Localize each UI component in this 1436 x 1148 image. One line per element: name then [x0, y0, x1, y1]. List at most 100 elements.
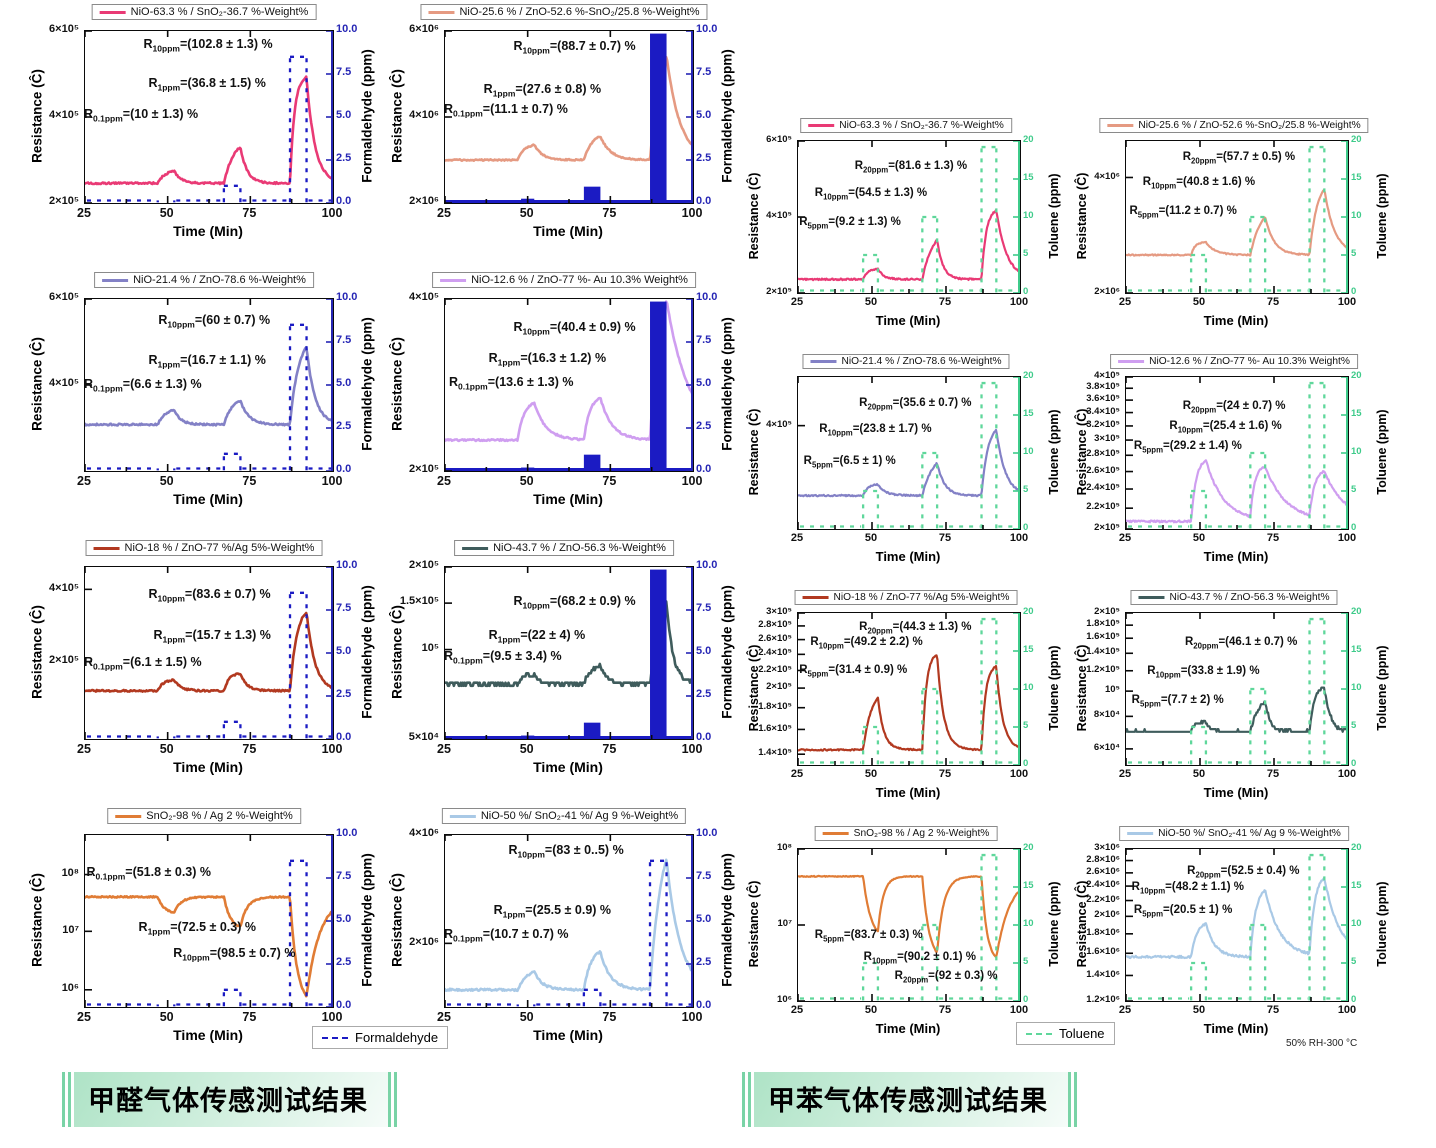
plot-area[interactable] — [444, 834, 694, 1008]
sensor-curve-svg — [798, 377, 1020, 529]
x-axis-title: Time (Min) — [533, 491, 603, 507]
sensor-response-curve — [798, 874, 1020, 959]
x-axis-tick-label: 75 — [242, 1010, 257, 1024]
response-annotation: R5ppm=(11.2 ± 0.7) % — [1129, 205, 1237, 220]
plot-area[interactable] — [444, 30, 694, 204]
x-axis-tick-label: 50 — [1192, 768, 1206, 780]
plot-area[interactable] — [1125, 612, 1349, 766]
plot-area[interactable] — [84, 30, 334, 204]
plot-area[interactable] — [444, 566, 694, 740]
plot-toluene-4: NiO-12.6 % / ZnO-77 %- Au 10.3% Weight% 4… — [1073, 354, 1395, 624]
y-axis-title: Resistance (Ĉ) — [389, 337, 405, 431]
gas-pulse-bar — [650, 33, 667, 203]
plot-area[interactable] — [797, 612, 1021, 766]
x-axis-tick-label: 100 — [321, 206, 343, 220]
right-axis-tick-label: 0.0 — [336, 195, 352, 208]
caption-toluene-text: 甲苯气体传感测试结果 — [754, 1072, 1068, 1127]
right-axis-tick-label: 10.0 — [696, 23, 718, 36]
right-axis-tick-label: 0 — [1351, 286, 1357, 298]
right-axis-tick-label: 5 — [1023, 248, 1029, 260]
legend-line-icon — [1127, 832, 1154, 835]
plot-area[interactable] — [84, 566, 334, 740]
y-axis-tick-label: 2×10⁵ — [409, 559, 439, 572]
caption-bar-icon — [388, 1072, 391, 1127]
formaldehyde-dash-icon — [322, 1036, 348, 1039]
right-axis-tick-label: 5.0 — [336, 109, 352, 122]
y-axis-tick-label: 3×10⁵ — [766, 606, 792, 618]
x-axis-tick-label: 75 — [602, 206, 617, 220]
caption-bar-icon — [68, 1072, 71, 1127]
right-axis-title: Toluene (ppm) — [1047, 645, 1061, 731]
x-axis-tick-label: 100 — [1009, 532, 1029, 544]
response-annotation: R1ppm=(36.8 ± 1.5) % — [148, 76, 266, 93]
x-axis-tick-label: 100 — [681, 474, 703, 488]
response-annotation: R1ppm=(72.5 ± 0.3) % — [138, 920, 256, 937]
x-axis-tick-label: 50 — [1192, 296, 1206, 308]
x-axis-tick-label: 100 — [1009, 768, 1029, 780]
plot-formaldehyde-4: NiO-12.6 % / ZnO-77 %- Au 10.3% Weight% 4… — [388, 272, 740, 574]
plot-area[interactable] — [797, 140, 1021, 294]
right-axis-tick-label: 0 — [1023, 522, 1029, 534]
legend-label: NiO-43.7 % / ZnO-56.3 %-Weight% — [493, 542, 666, 554]
x-axis-tick-label: 75 — [1266, 768, 1280, 780]
right-axis-tick-label: 0.0 — [696, 463, 712, 476]
y-axis-tick-label: 5×10⁴ — [408, 731, 439, 744]
x-axis-tick-label: 50 — [159, 1010, 174, 1024]
response-annotation: R10ppm=(102.8 ± 1.3) % — [143, 36, 273, 54]
legend-line-icon — [808, 124, 835, 127]
y-axis-title: Resistance (Ĉ) — [1075, 172, 1089, 260]
x-axis-tick-label: 50 — [519, 474, 534, 488]
formaldehyde-plot-group: NiO-63.3 % / SnO₂-36.7 %-Weight% 6×10⁵ 4×1… — [28, 4, 740, 1110]
right-axis-tick-label: 5 — [1351, 720, 1357, 732]
caption-bar-icon — [748, 1072, 751, 1127]
right-axis-tick-label: 20 — [1351, 842, 1362, 854]
plot-area[interactable] — [1125, 376, 1349, 530]
right-axis-tick-label: 0.0 — [696, 731, 712, 744]
plot-formaldehyde-2: NiO-25.6 % / ZnO-52.6 %-SnO₂/25.8 %-Weig… — [388, 4, 740, 306]
x-axis-tick-label: 50 — [519, 206, 534, 220]
y-axis-title: Resistance (Ĉ) — [29, 605, 45, 699]
right-axis-tick-label: 7.5 — [336, 602, 352, 615]
x-axis-tick-label: 25 — [437, 206, 451, 220]
response-annotation: R10ppm=(88.7 ± 0.7) % — [513, 38, 636, 56]
sensor-curve-svg — [445, 567, 693, 739]
gas-pulse-bar — [583, 454, 601, 471]
sensor-response-curve — [798, 654, 1020, 752]
right-axis-tick-label: 10.0 — [696, 827, 718, 840]
plot-area[interactable] — [1125, 848, 1349, 1002]
plot-legend: NiO-12.6 % / ZnO-77 %- Au 10.3% Weight% — [432, 272, 696, 288]
plot-area[interactable] — [797, 376, 1021, 530]
plot-legend: NiO-18 % / ZnO-77 %/Ag 5%-Weight% — [85, 540, 323, 556]
y-axis-tick-label: 1.6×10⁶ — [1086, 946, 1120, 958]
x-axis-tick-label: 25 — [1118, 1004, 1132, 1016]
right-axis-tick-label: 5 — [1023, 956, 1029, 968]
legend-label: NiO-63.3 % / SnO₂-36.7 %-Weight% — [839, 120, 1004, 131]
right-axis-tick-label: 5.0 — [336, 377, 352, 390]
x-axis-tick-label: 25 — [437, 742, 451, 756]
response-annotation: R0.1ppm=(6.6 ± 1.3) % — [84, 377, 202, 394]
x-axis-tick-label: 50 — [864, 768, 878, 780]
x-axis-title: Time (Min) — [875, 313, 941, 328]
x-axis-title: Time (Min) — [173, 223, 243, 239]
sensor-response-curve — [85, 611, 333, 693]
plot-area[interactable] — [84, 298, 334, 472]
response-annotation: R0.1ppm=(10 ± 1.3) % — [84, 107, 199, 124]
right-axis-tick-label: 20 — [1351, 370, 1362, 382]
x-axis-title: Time (Min) — [1203, 785, 1269, 800]
right-axis-tick-label: 7.5 — [696, 602, 712, 615]
response-annotation: R5ppm=(29.2 ± 1.4) % — [1133, 439, 1242, 455]
plot-area[interactable] — [84, 834, 334, 1008]
y-axis-title: Resistance (Ĉ) — [389, 69, 405, 163]
legend-line-icon — [1138, 596, 1165, 599]
plot-area[interactable] — [444, 298, 694, 472]
plot-area[interactable] — [797, 848, 1021, 1002]
right-axis-title: Formaldehyde (ppm) — [359, 585, 375, 719]
caption-bar-icon — [1074, 1072, 1077, 1127]
response-annotation: R0.1ppm=(13.6 ± 1.3) % — [448, 375, 574, 392]
plot-area[interactable] — [1125, 140, 1349, 294]
x-axis-tick-label: 50 — [519, 1010, 534, 1024]
y-axis-tick-label: 6×10⁵ — [766, 134, 792, 146]
toluene-pulse-legend: Toluene — [1016, 1022, 1115, 1045]
right-axis-tick-label: 10 — [1351, 918, 1362, 930]
right-axis-title: Formaldehyde (ppm) — [359, 853, 375, 987]
